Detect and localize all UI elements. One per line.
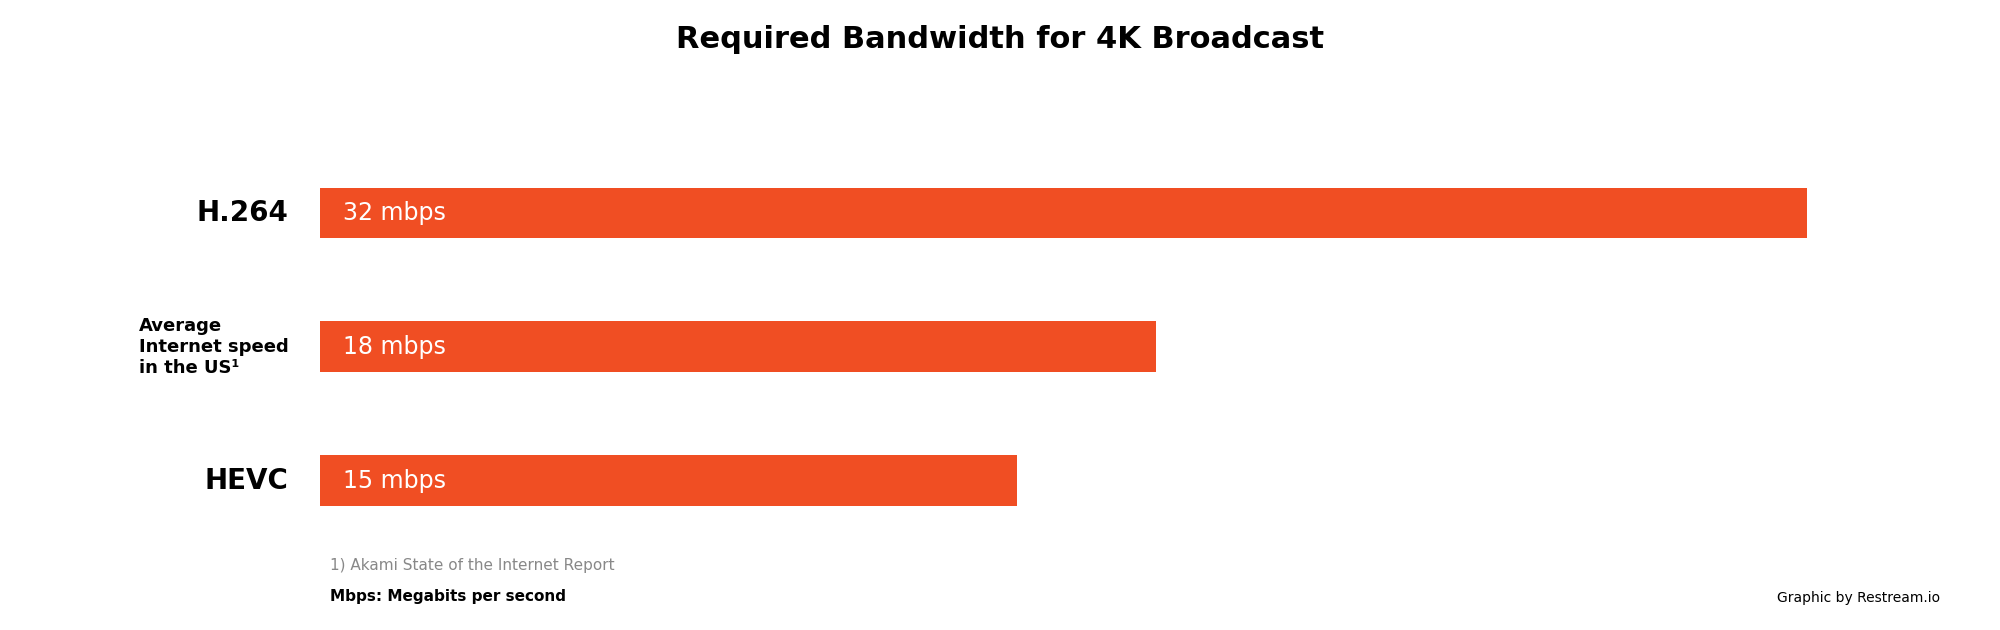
- Text: 15 mbps: 15 mbps: [344, 469, 446, 493]
- Text: Required Bandwidth for 4K Broadcast: Required Bandwidth for 4K Broadcast: [676, 25, 1324, 54]
- Bar: [320, 455, 1018, 507]
- Text: H.264: H.264: [196, 199, 288, 227]
- Text: 32 mbps: 32 mbps: [344, 201, 446, 225]
- Text: 1) Akami State of the Internet Report: 1) Akami State of the Internet Report: [330, 558, 614, 573]
- Text: Graphic by Restream.io: Graphic by Restream.io: [1776, 591, 1940, 605]
- Text: 18 mbps: 18 mbps: [344, 335, 446, 359]
- Bar: [320, 188, 1808, 239]
- Text: HEVC: HEVC: [204, 467, 288, 495]
- Text: Mbps: Megabits per second: Mbps: Megabits per second: [330, 589, 566, 604]
- Text: Average
Internet speed
in the US¹: Average Internet speed in the US¹: [138, 317, 288, 377]
- Bar: [320, 321, 1156, 372]
